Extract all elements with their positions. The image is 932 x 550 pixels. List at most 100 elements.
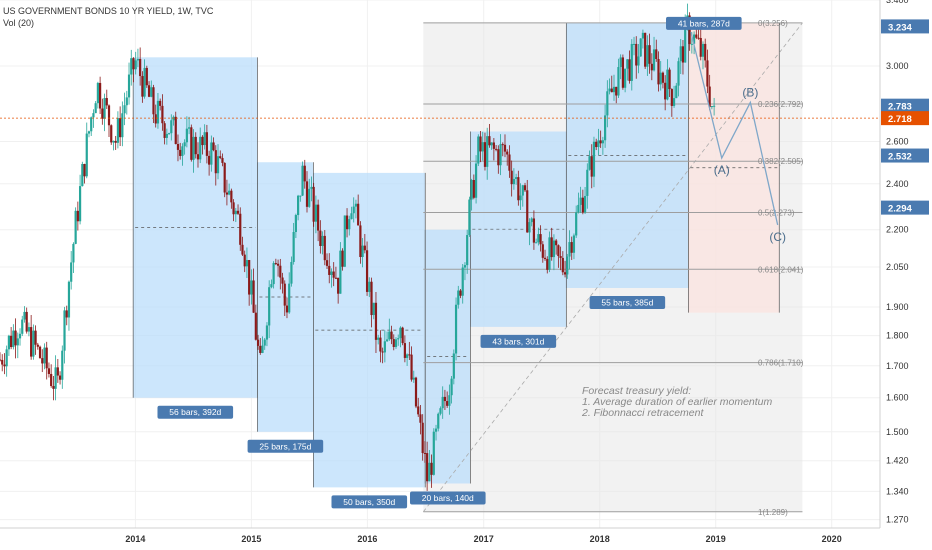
candle-body: [659, 72, 662, 85]
candle-body: [450, 378, 453, 396]
candle-body: [276, 263, 280, 266]
candle-body: [426, 453, 429, 482]
candle-body: [532, 218, 536, 243]
candle-body: [76, 210, 79, 222]
price-badge: [881, 200, 929, 215]
candle-body: [185, 128, 188, 143]
candle-body: [245, 260, 249, 267]
y-tick-label: 1.600: [886, 393, 909, 403]
candle-body: [345, 215, 349, 230]
candle-body: [268, 287, 271, 326]
candle-body: [23, 311, 26, 320]
candle-body: [448, 395, 451, 406]
candle-body: [132, 58, 135, 70]
candle-body: [390, 331, 393, 340]
candle-body: [330, 271, 333, 275]
candle-body: [72, 243, 75, 263]
candle-body: [692, 34, 696, 44]
candle-body: [121, 113, 124, 138]
candle-body: [0, 359, 2, 361]
candle-body: [38, 346, 42, 359]
volume-indicator-label[interactable]: Vol (20): [3, 18, 35, 28]
price-badge-label: 2.294: [888, 204, 912, 215]
price-badge-label: 2.532: [888, 152, 912, 163]
candle-body: [272, 263, 275, 285]
candle-body: [377, 337, 380, 340]
candle-body: [684, 20, 687, 63]
candle-body: [439, 408, 442, 414]
candle-body: [621, 57, 624, 88]
candle-body: [321, 235, 324, 246]
candle-body: [397, 338, 400, 340]
chart-title: US GOVERNMENT BONDS 10 YR YIELD, 1W, TVC: [3, 6, 214, 16]
candle-body: [81, 164, 84, 187]
candle-body: [559, 256, 562, 258]
candle-body: [399, 327, 402, 339]
candle-body: [713, 105, 716, 107]
forecast-note-line: Forecast treasury yield:: [582, 385, 691, 397]
candle-body: [432, 431, 435, 475]
x-tick-label: 2019: [706, 534, 726, 544]
candle-body: [123, 105, 126, 114]
candle-body: [530, 218, 533, 223]
candle-body: [152, 87, 155, 115]
candle-body: [570, 242, 573, 253]
candle-body: [670, 89, 673, 106]
candle-body: [323, 235, 326, 261]
candle-body: [510, 170, 513, 185]
candle-body: [263, 339, 266, 346]
candle-body: [599, 140, 602, 144]
candle-body: [655, 49, 658, 60]
candle-body: [310, 186, 313, 189]
candle-body: [381, 351, 384, 353]
candle-body: [664, 82, 667, 100]
range-boxes: [132, 22, 803, 512]
candle-body: [256, 339, 260, 346]
candle-body: [557, 245, 560, 257]
candle-body: [270, 284, 273, 288]
candle-body: [552, 240, 556, 258]
candle-body: [437, 413, 440, 429]
candle-body: [141, 76, 144, 97]
candle-body: [477, 136, 480, 164]
candle-body: [292, 232, 295, 262]
candle-body: [368, 281, 371, 292]
candle-body: [499, 144, 502, 166]
candle-body: [199, 136, 202, 160]
candle-body: [187, 127, 191, 129]
candle-body: [45, 347, 48, 369]
candle-body: [612, 86, 616, 93]
candle-body: [624, 68, 627, 88]
candle-body: [216, 156, 220, 174]
candle-body: [85, 133, 88, 177]
candle-body: [401, 327, 404, 344]
candle-body: [139, 58, 142, 77]
candle-body: [192, 136, 195, 160]
candle-body: [212, 142, 215, 151]
candle-body: [290, 261, 293, 284]
candle-body: [452, 353, 455, 379]
candle-body: [414, 377, 418, 407]
candle-body: [265, 325, 269, 340]
candle-body: [608, 88, 611, 92]
candle-body: [201, 136, 204, 146]
y-tick-label: 1.800: [886, 331, 909, 341]
candle-body: [308, 188, 311, 207]
duration-badge-label: 25 bars, 175d: [259, 441, 311, 451]
candle-body: [379, 337, 382, 352]
candle-body: [657, 59, 660, 85]
candle-body: [581, 197, 584, 213]
candle-body: [25, 311, 28, 332]
candle-body: [459, 290, 462, 296]
fib-trend-line: [422, 22, 803, 513]
candle-body: [535, 242, 538, 244]
candle-body: [90, 117, 93, 132]
candle-body: [41, 358, 44, 364]
y-axis[interactable]: 3.400 3.000 2.600 2.400 2.200 2.050 1.900 1.800…: [879, 0, 929, 528]
candle-body: [103, 98, 106, 119]
x-tick-label: 2020: [822, 534, 842, 544]
candle-body: [675, 85, 678, 99]
candle-body: [626, 59, 629, 69]
candle-body: [65, 310, 68, 318]
